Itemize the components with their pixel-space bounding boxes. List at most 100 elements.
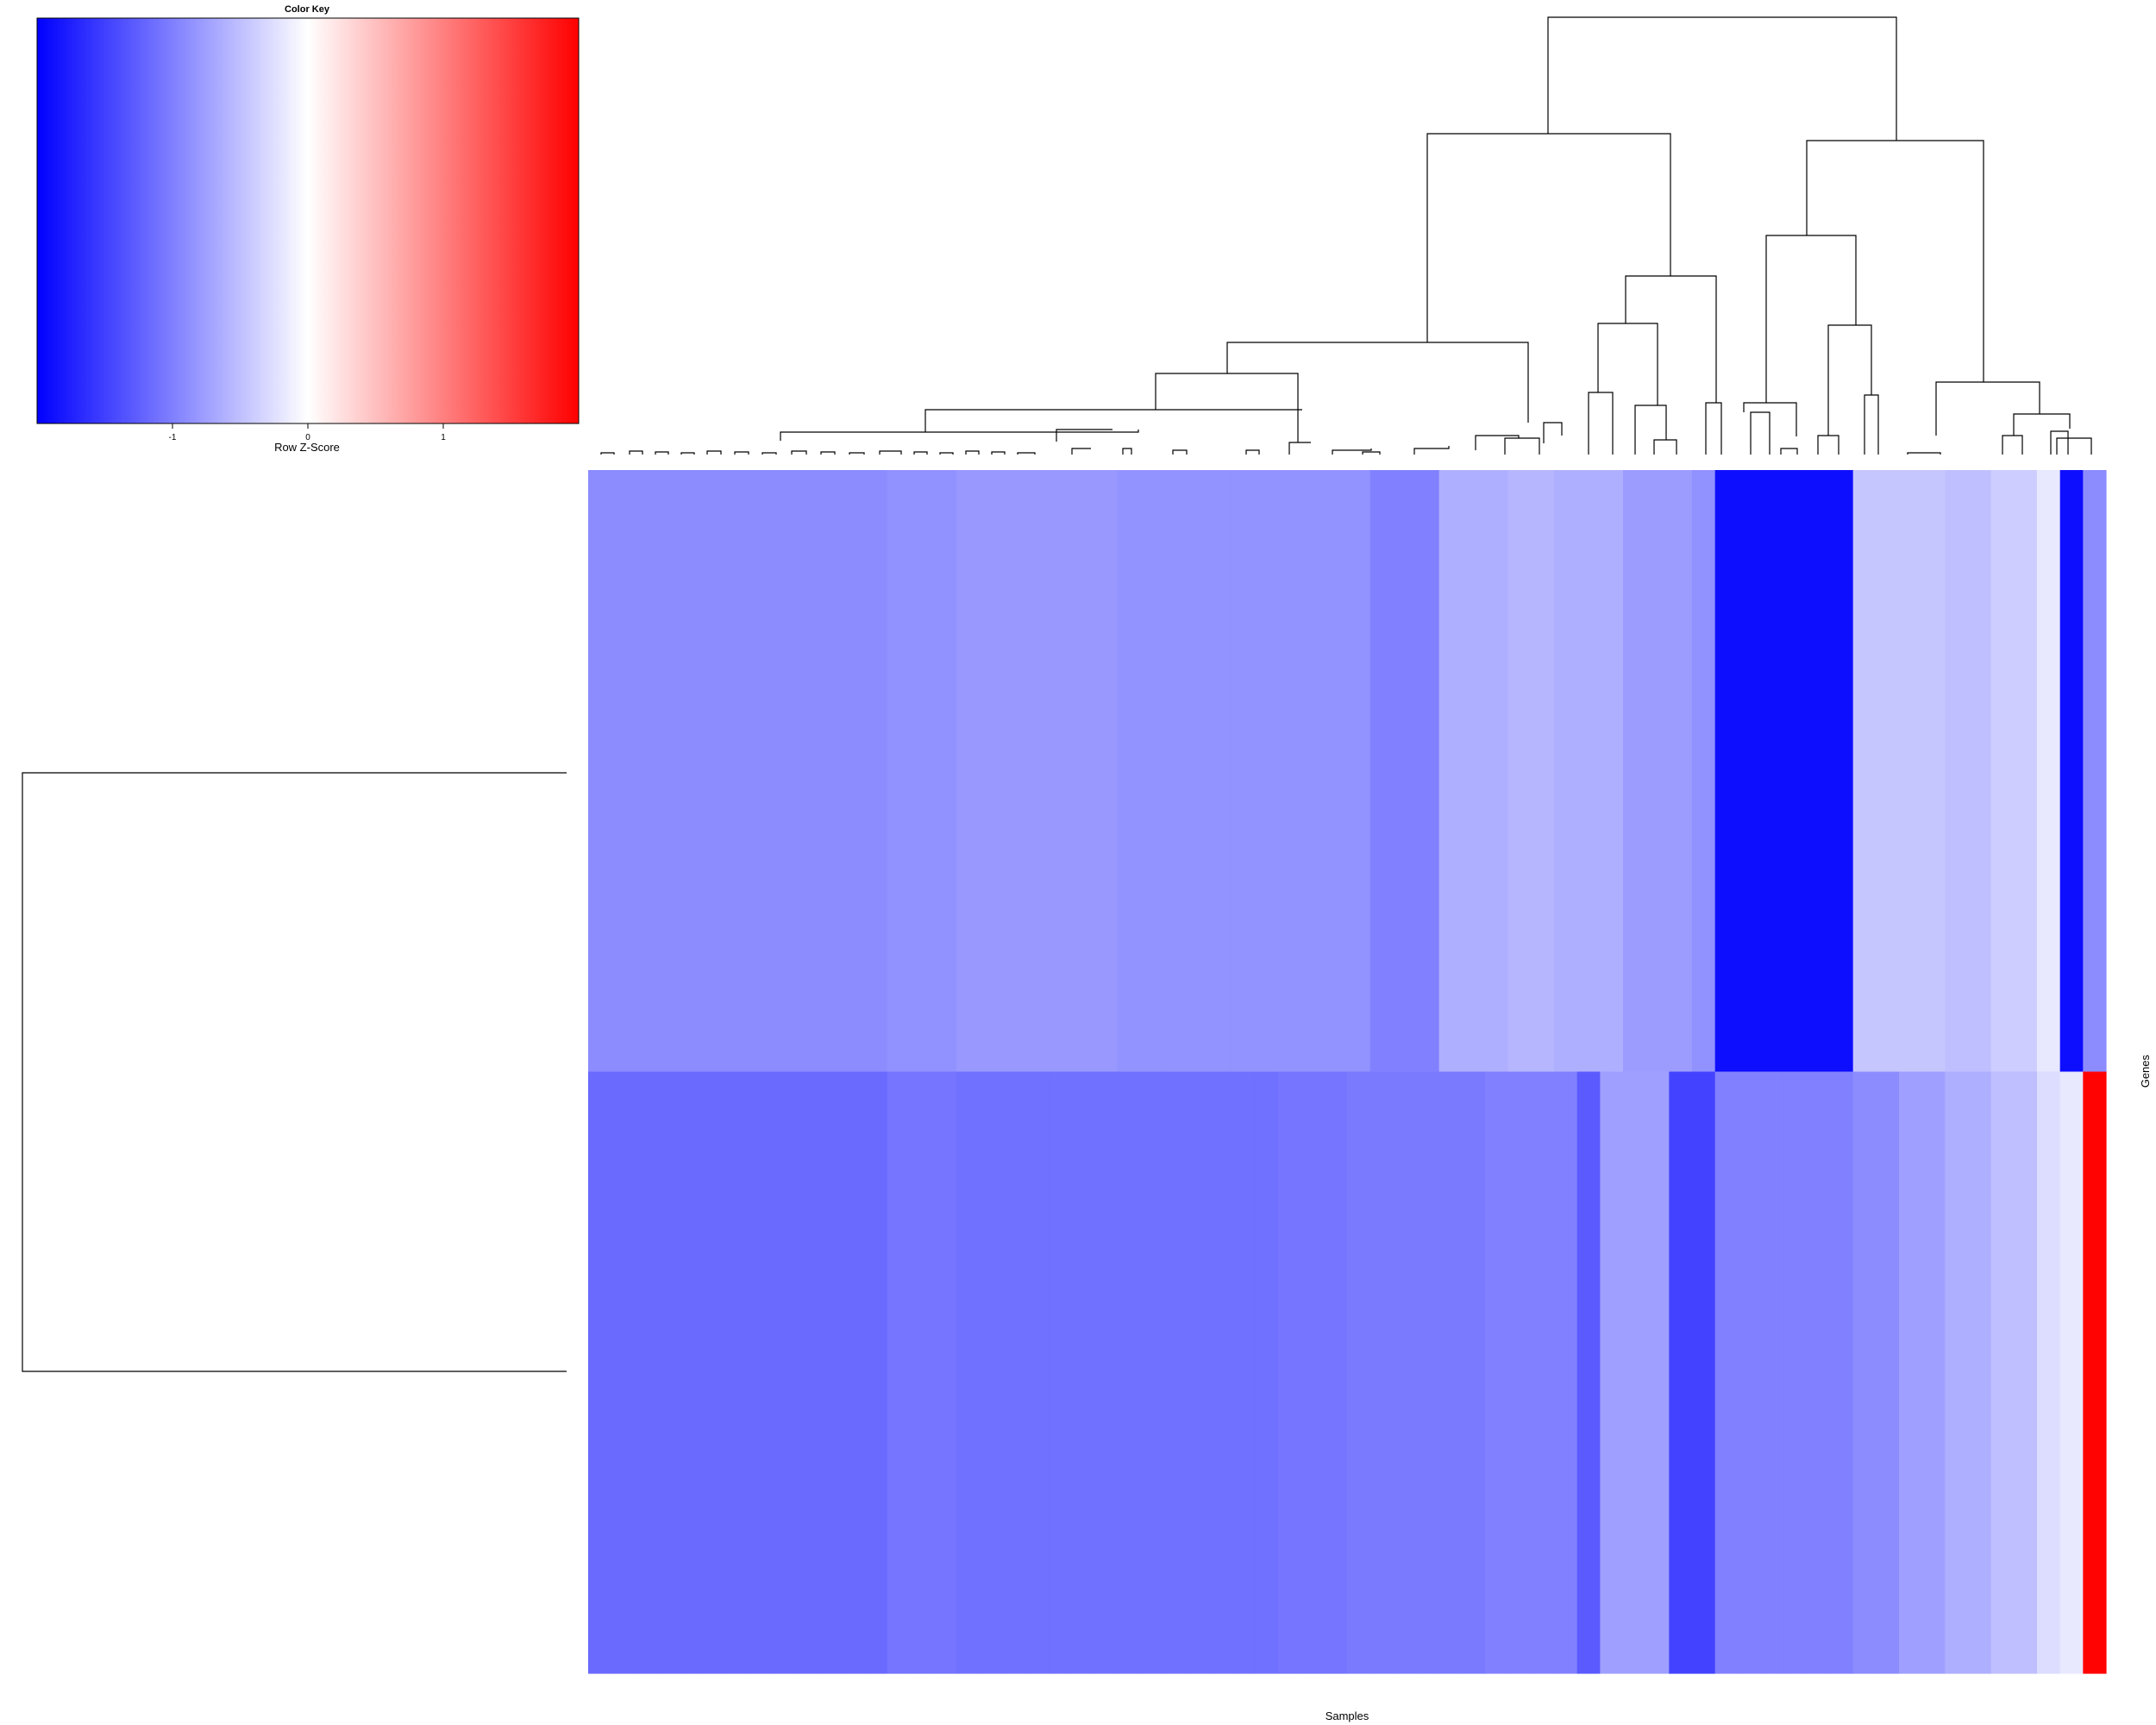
dendrogram-branch — [1827, 324, 1872, 436]
heatmap-cell — [680, 1071, 704, 1674]
color-key-tick-label: -1 — [169, 433, 177, 442]
dendrogram-branch — [761, 452, 777, 455]
heatmap-cell — [979, 1071, 1003, 1674]
heatmap-cell — [1945, 1071, 1969, 1674]
heatmap-cell — [1416, 470, 1440, 1073]
heatmap-cell — [1300, 1071, 1325, 1674]
dendrogram-branch — [1806, 140, 1984, 382]
heatmap-cell — [956, 1071, 980, 1674]
heatmap-cell — [956, 470, 980, 1073]
heatmap-cell — [1531, 470, 1555, 1073]
heatmap-cell — [1186, 470, 1210, 1073]
heatmap-cell — [1876, 470, 1900, 1073]
heatmap-cell — [818, 1071, 842, 1674]
heatmap-cell — [1255, 470, 1279, 1073]
heatmap-cell — [1921, 1071, 1946, 1674]
dendrogram-branch — [1426, 133, 1671, 342]
heatmap-cell — [1576, 470, 1601, 1073]
heatmap-cell — [1692, 1071, 1716, 1674]
heatmap-cell — [795, 470, 819, 1073]
heatmap-cell — [864, 470, 888, 1073]
color-key-tick-label: 1 — [441, 433, 446, 442]
heatmap-cell — [1393, 1071, 1417, 1674]
heatmap-cell — [887, 470, 911, 1073]
heatmap-cell — [1369, 470, 1394, 1073]
heatmap-cell — [1990, 1071, 2015, 1674]
heatmap-cell — [1071, 1071, 1095, 1674]
dendrogram-branch — [1743, 402, 1797, 436]
heatmap-cell — [1462, 470, 1486, 1073]
dendrogram-branch — [1817, 435, 1839, 455]
heatmap-cell — [680, 470, 704, 1073]
dendrogram-branch — [1172, 449, 1188, 455]
heatmap-cell — [1576, 1071, 1601, 1674]
dendrogram-branch — [965, 450, 980, 455]
dendrogram-branch — [1122, 448, 1132, 455]
heatmap-cell — [1278, 1071, 1302, 1674]
dendrogram-branch — [791, 450, 807, 455]
dendrogram-branch — [1245, 449, 1260, 455]
heatmap-cell — [749, 470, 773, 1073]
heatmap-cell — [1025, 470, 1049, 1073]
color-key-ticks: -1 0 1 — [169, 423, 446, 442]
heatmap-cell — [1852, 470, 1877, 1073]
heatmap-cell — [1600, 1071, 1624, 1674]
dendrogram-branch — [1705, 402, 1722, 455]
color-key-tick-label: 0 — [305, 433, 310, 442]
heatmap-cell — [1738, 1071, 1762, 1674]
dendrogram-branch — [991, 451, 1006, 455]
heatmap-cell — [1140, 1071, 1164, 1674]
dendrogram-branch — [1543, 422, 1563, 443]
heatmap-cell — [1324, 470, 1348, 1073]
heatmap-cell — [1071, 470, 1095, 1073]
heatmap-cell — [1714, 1071, 1739, 1674]
dendrogram-branch — [734, 451, 749, 455]
dendrogram-branch — [939, 452, 954, 455]
dendrogram-branch — [1765, 235, 1857, 403]
dendrogram-branch — [1056, 429, 1112, 442]
heatmap-cell — [1669, 470, 1693, 1073]
heatmap-cell — [1278, 470, 1302, 1073]
heatmap-cell — [1807, 470, 1831, 1073]
heatmap-cell — [1002, 470, 1026, 1073]
heatmap-cell — [703, 1071, 727, 1674]
heatmap-cells — [588, 470, 2107, 1674]
dendrogram-branch — [1226, 342, 1529, 423]
dendrogram-branch — [780, 430, 1139, 441]
heatmap-cell — [1968, 470, 1992, 1073]
dendrogram-branch — [1588, 392, 1614, 455]
row-dendrogram — [22, 772, 567, 1372]
dendrogram-branch — [1750, 411, 1771, 455]
dendrogram-branch — [1634, 405, 1667, 455]
heatmap-cell — [910, 470, 934, 1073]
heatmap-cell — [1623, 470, 1647, 1073]
heatmap-cell — [1163, 470, 1187, 1073]
dendrogram-branch — [680, 452, 695, 455]
heatmap-cell — [864, 1071, 888, 1674]
heatmap-cell — [772, 1071, 796, 1674]
heatmap-cell — [1807, 1071, 1831, 1674]
heatmap-cell — [1783, 470, 1808, 1073]
heatmap-cell — [1945, 470, 1969, 1073]
heatmap-cell — [1163, 1071, 1187, 1674]
heatmap-cell — [1669, 1071, 1693, 1674]
heatmap-cell — [1255, 1071, 1279, 1674]
dendrogram-branch — [1504, 437, 1540, 455]
heatmap-cell — [1232, 470, 1256, 1073]
dendrogram-branch — [1071, 448, 1091, 455]
heatmap-cell — [1692, 470, 1716, 1073]
heatmap-cell — [1899, 1071, 1923, 1674]
heatmap-cell — [1002, 1071, 1026, 1674]
heatmap-cell — [1852, 1071, 1877, 1674]
heatmap-cell — [657, 1071, 681, 1674]
dendrogram-branch — [600, 452, 615, 455]
dendrogram-branch — [655, 451, 669, 455]
heatmap-cell — [1507, 470, 1532, 1073]
heatmap-cell — [1300, 470, 1325, 1073]
heatmap-cell — [1554, 470, 1578, 1073]
heatmap-cell — [910, 1071, 934, 1674]
heatmap-cell — [726, 470, 750, 1073]
color-key: Color Key -1 0 1 Row Z-Score — [36, 4, 580, 454]
x-axis-label: Samples — [1326, 1709, 1369, 1722]
heatmap-cell — [1347, 1071, 1371, 1674]
